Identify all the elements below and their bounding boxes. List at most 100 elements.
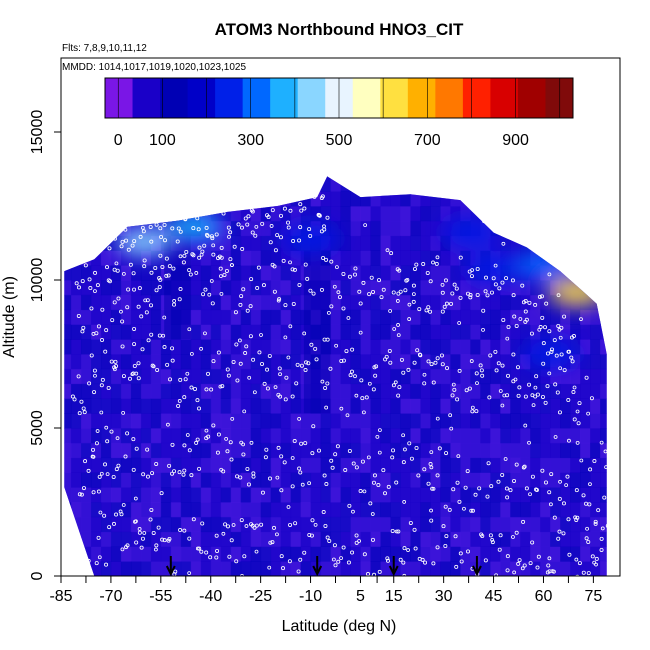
field-cell [180,561,192,576]
field-cell [390,309,401,325]
field-cell [70,546,82,562]
sample-point [170,471,175,476]
field-cell [150,516,162,533]
field-cell [340,220,351,237]
sample-point [263,455,268,460]
field-cell [100,502,112,518]
field-cell [120,442,132,459]
field-cell [330,265,341,281]
field-cell [340,472,351,488]
field-cell [190,442,202,459]
sample-point [558,479,562,484]
sample-point [119,244,124,249]
field-cell [480,280,491,296]
sample-point [278,213,283,218]
field-cell [610,191,620,206]
field-cell [260,502,272,518]
sample-point [540,394,545,399]
field-cell [310,191,322,207]
field-cell [590,265,601,281]
sample-point [493,349,498,354]
field-cell [600,472,607,488]
sample-point [562,368,567,373]
field-cell [590,368,601,385]
field-cell [420,457,431,473]
field-cell [590,235,601,251]
field-cell [570,502,581,518]
sample-point [501,317,506,322]
sample-point [131,271,136,276]
sample-point [575,409,580,414]
field-cell [310,516,322,533]
sample-point [142,531,147,535]
field-cell [150,413,162,429]
field-cell [160,457,172,473]
sample-point [357,289,362,294]
sample-point [125,543,130,548]
field-cell [430,280,441,296]
field-cell [570,457,581,473]
sample-point [234,559,239,564]
sample-point [170,442,175,447]
field-cell [500,309,511,325]
sample-point [530,474,535,479]
sample-point [458,255,463,260]
sample-point [172,302,177,307]
field-cell [600,206,607,222]
sample-point [190,252,195,257]
sample-point [150,471,155,476]
field-cell [64,487,72,503]
field-cell [430,442,441,459]
field-cell [210,546,222,562]
sample-point [93,242,98,247]
field-cell [400,354,411,370]
field-cell [480,339,491,355]
sample-point [311,191,316,196]
field-cell [460,309,471,325]
field-cell [340,206,351,222]
field-cell [570,398,581,414]
sample-point [92,390,97,395]
field-cell [64,413,72,429]
field-cell [110,250,122,266]
field-cell [310,176,322,177]
sample-point [219,245,224,250]
field-cell [180,487,192,503]
field-cell [310,561,322,576]
field-cell [270,235,282,251]
field-cell [560,324,571,340]
field-cell [390,280,401,296]
field-cell [80,309,92,325]
field-cell [170,502,182,518]
field-cell [510,383,521,399]
sample-point [336,290,341,295]
field-cell [130,383,142,399]
field-cell [340,383,351,399]
sample-point [547,272,552,277]
field-cell [180,339,192,355]
sample-point [151,364,156,369]
field-cell [210,383,222,399]
field-cell [340,265,351,281]
field-cell [230,265,242,281]
field-cell [560,250,571,266]
sample-point [536,554,541,559]
field-cell [540,235,551,251]
field-cell [440,265,451,281]
field-cell [450,428,461,444]
field-cell [340,561,351,576]
sample-point [397,268,402,273]
field-cell [510,220,521,237]
sample-point [266,215,271,220]
field-cell [610,295,620,310]
sample-point [254,523,259,528]
field-cell [250,235,262,251]
sample-point [103,462,108,467]
field-cell [580,383,591,399]
field-cell [340,309,351,325]
field-cell [390,487,401,503]
sample-point [275,580,278,583]
field-cell [110,220,122,237]
sample-point [126,287,131,292]
field-cell [370,250,381,266]
